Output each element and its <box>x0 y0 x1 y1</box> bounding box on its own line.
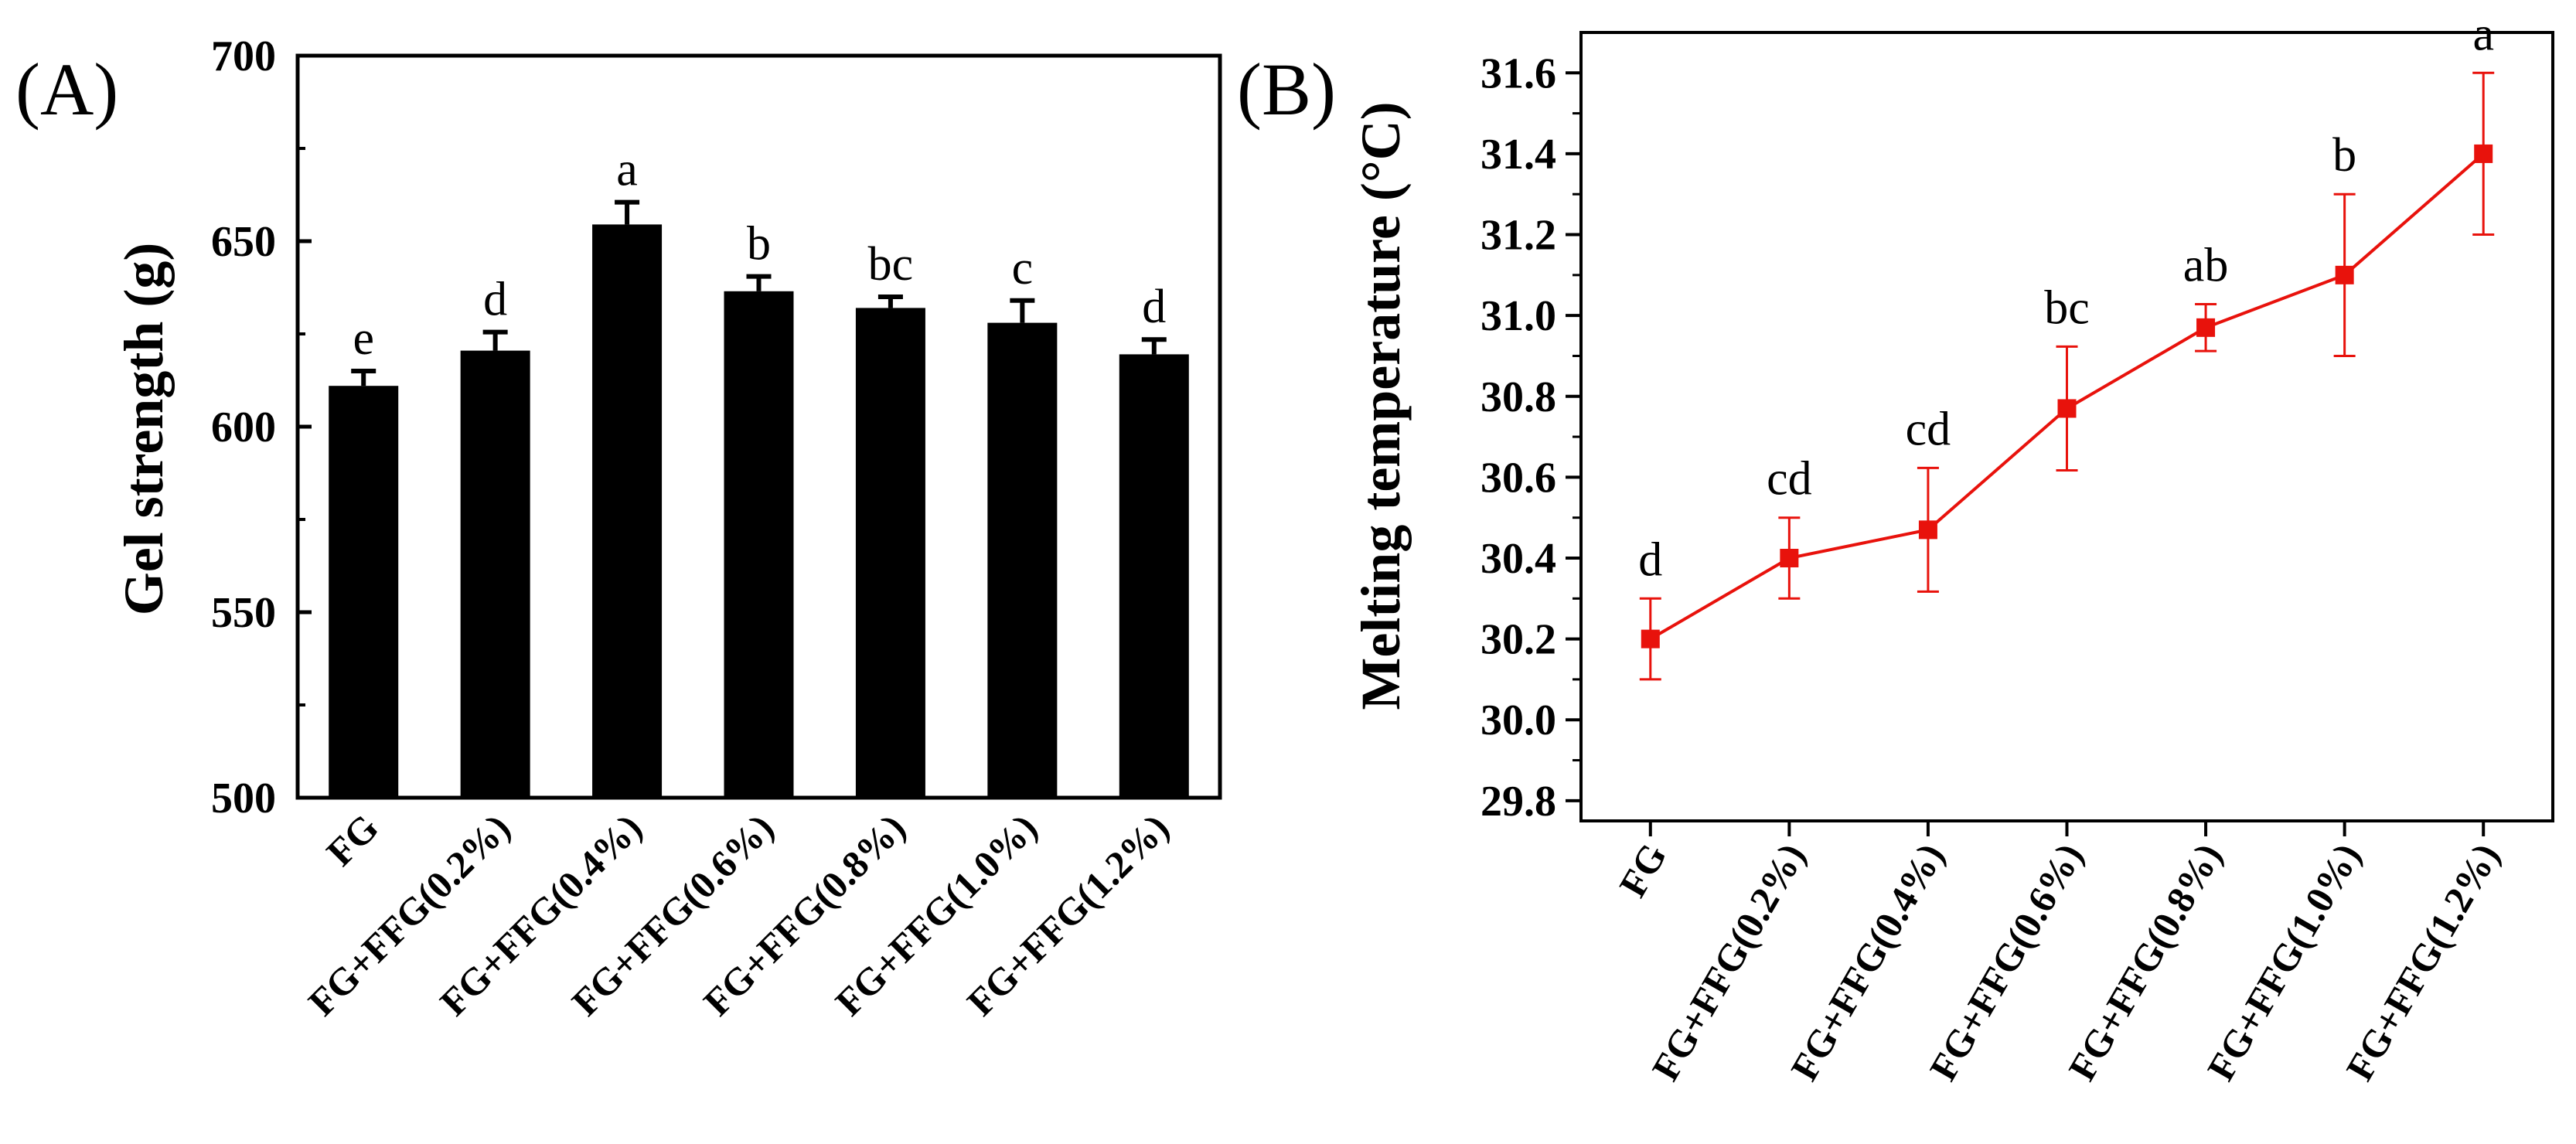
significance-label-3: b <box>747 218 771 271</box>
data-point-6 <box>2474 144 2493 163</box>
significance-label-6: a <box>2472 8 2494 60</box>
category-label-1: FG+FFG(0.2%) <box>1644 836 1814 1088</box>
panel-a-axes <box>295 53 1222 800</box>
significance-label-5: c <box>1012 242 1034 295</box>
y-tick-label-8: 31.4 <box>1481 131 1556 179</box>
category-label-2: FG+FFG(0.4%) <box>1782 836 1952 1088</box>
significance-label-1: d <box>483 274 507 326</box>
panel-a-bars <box>329 224 1189 798</box>
significance-label-6: d <box>1142 281 1166 333</box>
panel-b-y-tick-labels: 29.8 30.0 30.2 30.4 30.6 30.8 31.0 31.2 31.4 31.6 <box>1481 49 1556 826</box>
panel-b-data-points <box>1641 144 2493 649</box>
panel-a-y-axis-title: Gel strength (g) <box>113 243 175 616</box>
significance-label-2: cd <box>1906 403 1951 455</box>
category-label-6: FG+FFG(1.2%) <box>2337 836 2507 1088</box>
y-tick-label-5: 30.8 <box>1481 373 1556 421</box>
panel-b-category-labels: FGFG+FFG(0.2%)FG+FFG(0.4%)FG+FFG(0.6%)FG… <box>1610 836 2508 1088</box>
panel-b-significance-labels: d cd cd bc ab b a <box>1638 8 2494 586</box>
y-tick-label-1: 30.0 <box>1481 696 1556 744</box>
data-point-0 <box>1641 629 1660 649</box>
y-tick-label-4: 30.6 <box>1481 454 1556 502</box>
panel-b-frame <box>1579 31 2554 822</box>
bar-1 <box>460 350 530 798</box>
data-point-5 <box>2335 265 2354 284</box>
y-tick-label-0: 500 <box>211 775 276 822</box>
bar-5 <box>987 322 1058 798</box>
significance-label-0: e <box>353 312 374 365</box>
panel-b-line-chart: (B) Melting temperature (°C) d cd cd bc ab b a… <box>1237 8 2554 1088</box>
y-tick-label-0: 29.8 <box>1481 778 1556 826</box>
data-point-4 <box>2196 318 2216 337</box>
y-tick-label-3: 30.4 <box>1481 535 1556 583</box>
panel-a-y-tick-labels: 500 550 600 650 700 <box>211 32 276 822</box>
panel-b-axes <box>1566 31 2554 836</box>
category-label-0: FG <box>1610 836 1675 904</box>
bar-6 <box>1119 354 1189 798</box>
bar-0 <box>329 386 399 798</box>
category-label-5: FG+FFG(1.0%) <box>2199 836 2369 1088</box>
panel-b-label: (B) <box>1237 48 1336 131</box>
y-tick-label-1: 550 <box>211 589 276 637</box>
panel-b-error-bars <box>1639 71 2495 681</box>
y-tick-label-7: 31.2 <box>1481 212 1556 260</box>
panel-a-category-labels: FGFG+FFG(0.2%)FG+FFG(0.4%)FG+FFG(0.6%)FG… <box>300 805 1177 1024</box>
significance-label-3: bc <box>2044 281 2090 334</box>
y-tick-label-9: 31.6 <box>1481 49 1556 97</box>
bar-4 <box>855 308 925 798</box>
bar-3 <box>724 291 794 798</box>
y-tick-label-6: 31.0 <box>1481 292 1556 340</box>
panel-a-error-bars <box>351 199 1167 386</box>
significance-label-1: cd <box>1767 453 1812 506</box>
data-point-2 <box>1918 520 1937 540</box>
significance-label-4: ab <box>2183 240 2229 292</box>
panel-a-bar-chart: (A) Gel strength (g) e d a b bc c d 500 550 600 6… <box>15 32 1222 1024</box>
data-point-3 <box>2057 399 2077 418</box>
panel-a-significance-labels: e d a b bc c d <box>353 144 1166 365</box>
y-tick-label-2: 30.2 <box>1481 616 1556 664</box>
category-label-4: FG+FFG(0.8%) <box>2060 836 2230 1088</box>
category-label-0: FG <box>318 805 387 874</box>
category-label-3: FG+FFG(0.6%) <box>1921 836 2091 1088</box>
y-tick-label-3: 650 <box>211 218 276 266</box>
panel-a-label: (A) <box>15 48 118 131</box>
data-point-1 <box>1780 549 1799 567</box>
significance-label-2: a <box>616 144 638 196</box>
significance-label-4: bc <box>868 238 914 291</box>
bar-2 <box>592 224 663 798</box>
panel-b-y-axis-title: Melting temperature (°C) <box>1350 101 1412 710</box>
y-tick-label-4: 700 <box>211 32 276 80</box>
y-tick-label-2: 600 <box>211 403 276 451</box>
significance-label-5: b <box>2332 129 2356 182</box>
significance-label-0: d <box>1638 533 1662 586</box>
